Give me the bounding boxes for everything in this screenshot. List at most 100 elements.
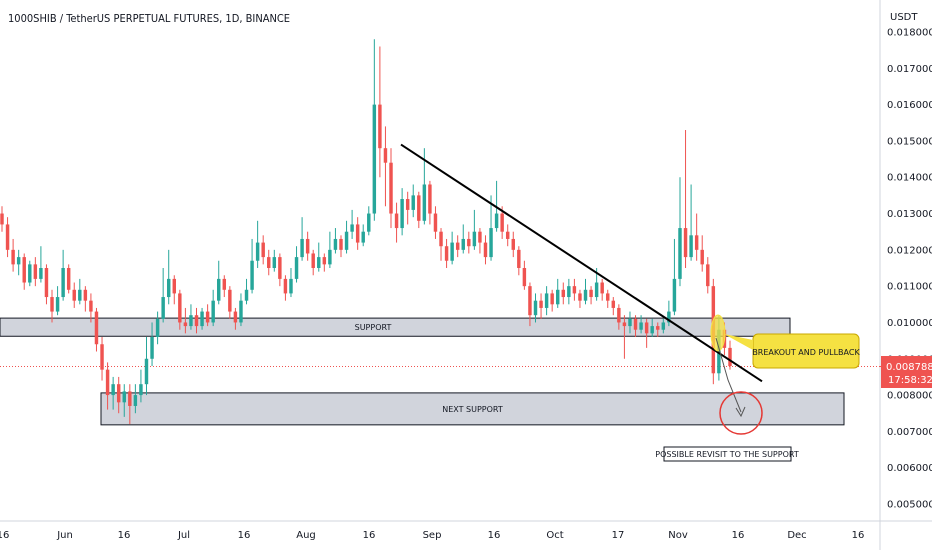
candle-body — [22, 257, 26, 283]
y-tick-label: 0.012000 — [887, 245, 932, 256]
candle-body — [333, 238, 338, 250]
candle-body — [461, 238, 465, 250]
last-price-tag: 0.008788 17:58:32 — [881, 356, 932, 388]
candle-body — [639, 322, 643, 330]
candle-body — [261, 242, 265, 258]
candle-body — [211, 300, 215, 323]
candles — [0, 39, 732, 425]
candle-body — [11, 249, 15, 265]
candle-body — [539, 300, 543, 308]
candle-body — [122, 391, 126, 403]
candle-body — [233, 311, 238, 323]
candle-body — [178, 293, 182, 323]
x-tick-label: 16 — [732, 530, 745, 541]
y-tick-label: 0.005000 — [887, 500, 932, 511]
candle-body — [244, 289, 249, 301]
candle-body — [344, 231, 349, 250]
candle-body — [128, 391, 132, 406]
candle-body — [378, 104, 382, 149]
y-tick-label: 0.013000 — [887, 209, 932, 220]
projection-path — [715, 337, 742, 413]
candle-body — [528, 286, 532, 316]
candle-body — [594, 282, 599, 298]
candle-body — [272, 257, 277, 268]
candle-body — [589, 289, 593, 298]
projection-arrow-head — [735, 406, 746, 418]
candle-body — [511, 238, 515, 250]
candle-body — [405, 199, 410, 210]
candle-body — [183, 322, 188, 327]
candle-body — [39, 268, 43, 279]
candle-body — [444, 246, 449, 261]
candle-body — [194, 315, 199, 327]
candle-body — [567, 286, 571, 298]
target-circle — [719, 391, 763, 435]
candle-body — [728, 347, 732, 367]
trendline — [400, 143, 763, 383]
candle-body — [267, 257, 271, 268]
y-axis[interactable]: 0.018000 0.017000 0.016000 0.015000 0.014000… — [887, 28, 932, 511]
candle-body — [105, 369, 110, 396]
candle-body — [172, 278, 176, 294]
x-axis[interactable]: 16 Jun 16 Jul 16 Aug 16 Sep 16 Oct 17 Nov 16 Dec 16 — [0, 530, 864, 541]
candle-body — [489, 228, 493, 258]
candle-body — [383, 148, 388, 163]
candle-body — [294, 257, 299, 279]
candle-body — [533, 300, 538, 316]
candle-body — [667, 311, 671, 323]
candle-body — [455, 242, 460, 250]
revisit-note-box — [663, 446, 792, 462]
candle-body — [500, 213, 504, 232]
y-tick-label: 0.010000 — [887, 318, 932, 329]
last-price-tag-bg — [881, 356, 932, 388]
candle-body — [644, 322, 649, 334]
candle-body — [650, 326, 654, 334]
candle-body — [544, 293, 549, 308]
candle-body — [522, 268, 527, 287]
candle-body — [133, 395, 138, 406]
candle-body — [339, 238, 343, 250]
candle-body — [139, 384, 143, 396]
y-tick-label: 0.008000 — [887, 391, 932, 402]
bar-countdown: 17:58:32 — [888, 375, 932, 386]
candle-body — [472, 231, 477, 247]
candle-body — [505, 231, 510, 239]
y-tick-label: 0.014000 — [887, 173, 932, 184]
y-tick-label: 0.017000 — [887, 64, 932, 75]
candle-body — [350, 224, 354, 232]
candle-body — [61, 268, 65, 298]
candle-body — [628, 318, 632, 327]
candle-body — [550, 293, 554, 305]
candle-body — [389, 162, 393, 214]
candle-body — [28, 264, 32, 283]
candle-body — [289, 278, 293, 294]
breakout-callout-text: BREAKOUT AND PULLBACK — [752, 348, 860, 357]
candle-body — [200, 311, 204, 327]
candle-body — [439, 231, 443, 247]
x-tick-label: Sep — [423, 530, 442, 541]
candle-body — [611, 300, 616, 308]
candle-body — [422, 184, 427, 221]
candle-body — [94, 311, 99, 345]
candle-body — [166, 278, 171, 298]
candle-body — [161, 297, 165, 319]
candle-body — [394, 213, 399, 229]
candle-body — [250, 260, 254, 290]
candle-body — [622, 322, 627, 327]
candle-body — [189, 315, 193, 327]
candle-body — [50, 297, 54, 312]
candle-body — [428, 184, 432, 214]
x-tick-label: 16 — [363, 530, 376, 541]
x-tick-label: 16 — [118, 530, 131, 541]
y-tick-label: 0.016000 — [887, 100, 932, 111]
x-tick-label: Jun — [56, 530, 73, 541]
candle-body — [283, 278, 288, 294]
x-tick-label: Oct — [546, 530, 563, 541]
candle-body — [661, 322, 666, 330]
y-tick-label: 0.018000 — [887, 28, 932, 39]
candle-body — [150, 336, 154, 359]
candle-body — [694, 235, 699, 250]
drawings: BREAKOUT AND PULLBACK POSSIBLE REVISIT TO… — [400, 143, 884, 462]
candle-body — [450, 242, 454, 261]
